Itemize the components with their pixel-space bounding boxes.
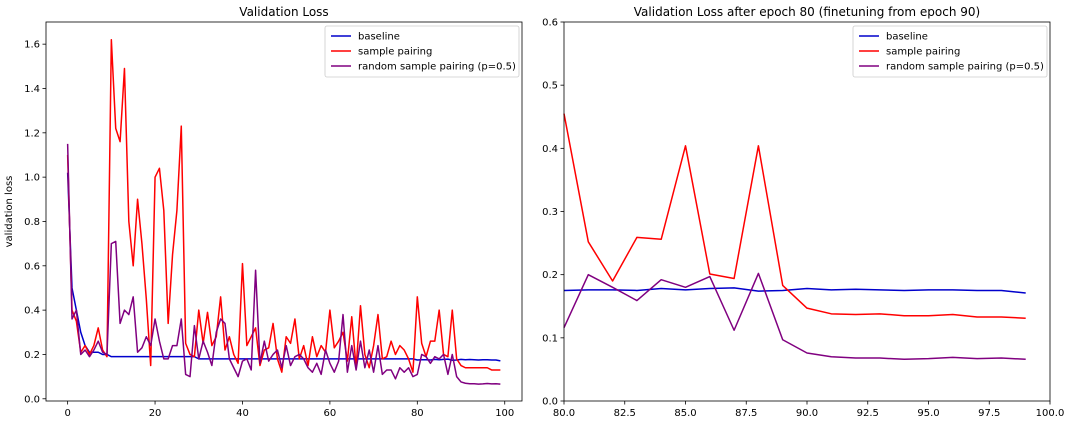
left-y-tick-label: 1.4 xyxy=(24,84,40,95)
right-legend-label-0: baseline xyxy=(886,32,928,43)
right-y-tick-label: 0.5 xyxy=(542,81,558,92)
left-y-tick-label: 1.2 xyxy=(24,128,40,139)
right-x-tick-label: 87.5 xyxy=(735,408,757,419)
left-y-axis-label: validation loss xyxy=(4,176,15,248)
left-y-tick-label: 0.6 xyxy=(24,261,40,272)
right-x-tick-label: 95.0 xyxy=(917,408,939,419)
right-x-tick-label: 85.0 xyxy=(674,408,696,419)
right-series-line-2 xyxy=(563,272,1026,361)
right-y-tick-label: 0.0 xyxy=(542,397,558,408)
left-x-tick-label: 80 xyxy=(411,408,424,419)
left-x-tick-label: 60 xyxy=(324,408,337,419)
right-series-line-0 xyxy=(563,287,1026,294)
right-x-tick-label: 82.5 xyxy=(614,408,636,419)
left-y-tick-label: 0.0 xyxy=(24,394,40,405)
right-x-tick-label: 100.0 xyxy=(1036,408,1065,419)
left-chart-title: Validation Loss xyxy=(239,5,328,19)
right-y-tick-label: 0.3 xyxy=(542,207,558,218)
left-y-tick-label: 1.0 xyxy=(24,173,40,184)
right-x-tick-label: 80.0 xyxy=(553,408,575,419)
left-y-tick-label: 1.6 xyxy=(24,40,40,51)
right-legend-label-2: random sample pairing (p=0.5) xyxy=(886,62,1044,73)
right-plot-frame xyxy=(563,21,1051,402)
left-x-tick-label: 40 xyxy=(236,408,249,419)
right-y-tick-label: 0.1 xyxy=(542,333,558,344)
left-series-line-1 xyxy=(66,38,501,373)
left-x-tick-label: 100 xyxy=(495,408,514,419)
right-legend-label-1: sample pairing xyxy=(886,47,960,58)
right-y-tick-label: 0.2 xyxy=(542,270,558,281)
left-x-tick-label: 20 xyxy=(149,408,162,419)
left-series-line-2 xyxy=(66,143,501,385)
left-x-tick-label: 0 xyxy=(64,408,70,419)
left-y-tick-label: 0.4 xyxy=(24,306,40,317)
left-legend-box xyxy=(324,25,520,78)
left-legend-label-1: sample pairing xyxy=(358,47,432,58)
left-legend: baseline sample pairing random sample pair… xyxy=(324,25,520,78)
right-chart: 80.0 82.5 85.0 87.5 90.0 92.5 95.0 97.5 100.0 0.0… xyxy=(542,5,1064,419)
left-legend-label-2: random sample pairing (p=0.5) xyxy=(358,62,516,73)
left-legend-label-0: baseline xyxy=(358,32,400,43)
right-series-line-1 xyxy=(563,113,1026,319)
left-y-tick-label: 0.8 xyxy=(24,217,40,228)
right-x-tick-label: 97.5 xyxy=(978,408,1000,419)
right-y-tick-label: 0.6 xyxy=(542,18,558,29)
right-legend-box xyxy=(852,25,1048,78)
left-y-tick-label: 0.2 xyxy=(24,350,40,361)
left-chart: 0 20 40 60 80 100 0.0 0.2 0.4 0.6 0.8 1.0 1.2 1.4 1.6 V… xyxy=(4,5,523,419)
right-chart-title: Validation Loss after epoch 80 (finetuni… xyxy=(634,5,980,19)
right-y-tick-label: 0.4 xyxy=(542,144,558,155)
left-plot-frame xyxy=(45,21,523,402)
right-x-tick-label: 92.5 xyxy=(857,408,879,419)
right-legend: baseline sample pairing random sample pair… xyxy=(852,25,1048,78)
right-x-tick-label: 90.0 xyxy=(796,408,818,419)
